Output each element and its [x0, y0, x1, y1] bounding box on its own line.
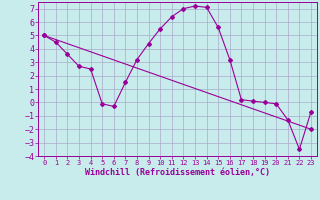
X-axis label: Windchill (Refroidissement éolien,°C): Windchill (Refroidissement éolien,°C)	[85, 168, 270, 177]
